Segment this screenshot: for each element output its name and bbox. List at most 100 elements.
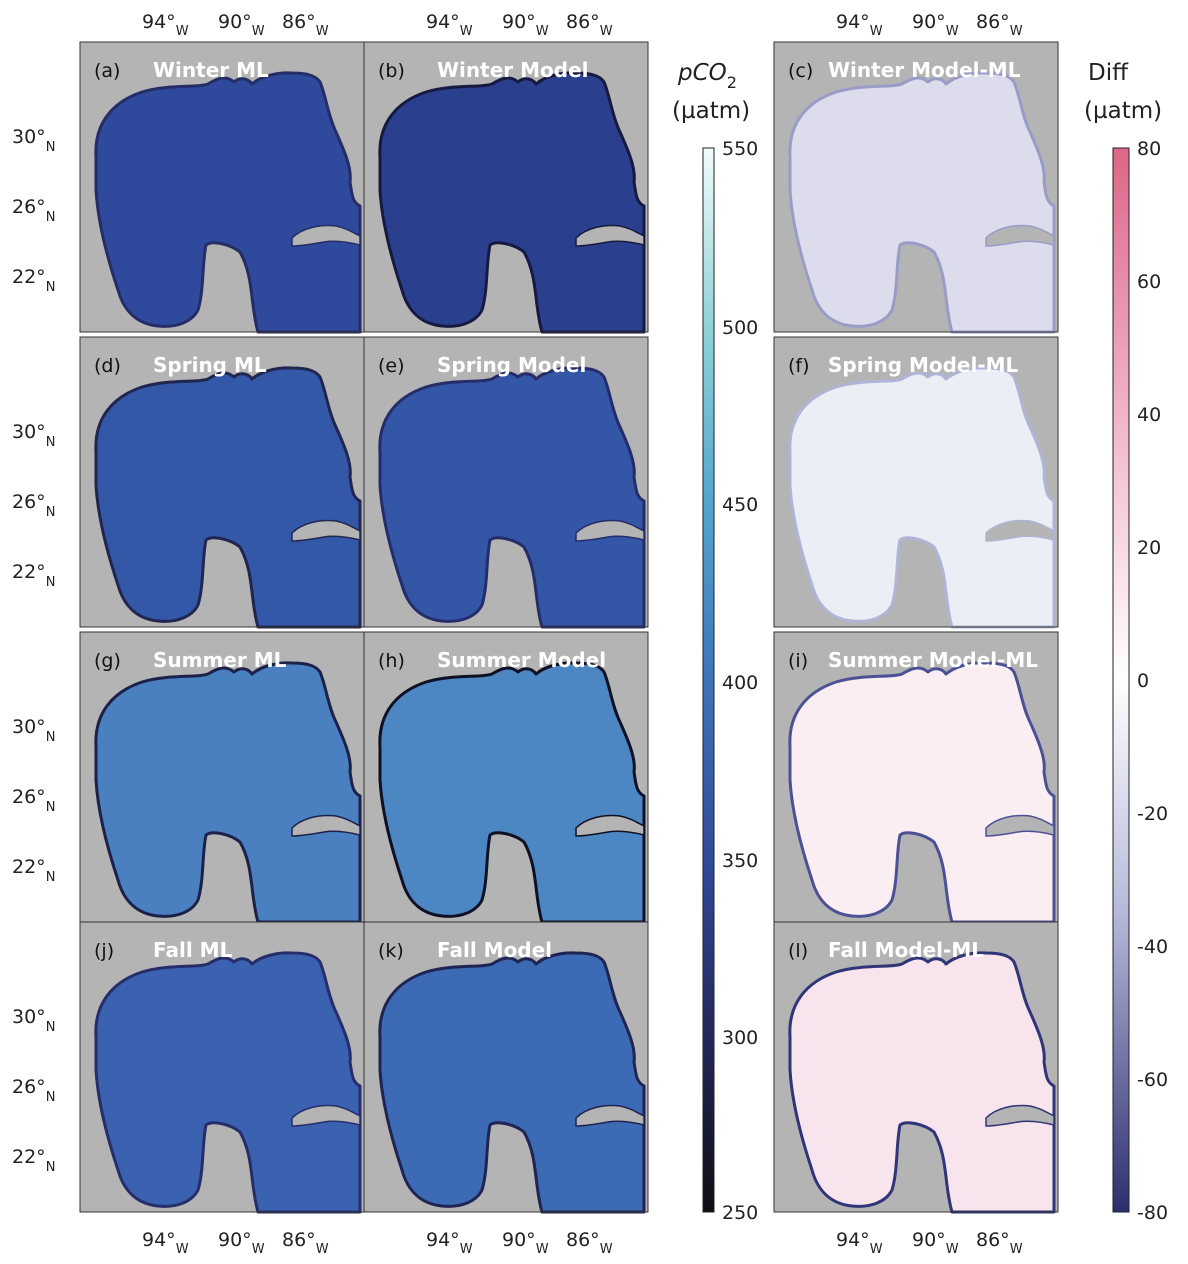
panel-frame: [773, 921, 1059, 1213]
cb-diff-tick-label: -80: [1137, 1202, 1168, 1224]
lat-tick-label: 26°N: [12, 491, 55, 520]
ocean-field: [94, 366, 362, 629]
cb-pco2-tick-label: 300: [722, 1027, 758, 1049]
lon-tick-label: 90°W: [912, 1229, 959, 1257]
panel-tag: (f): [788, 355, 810, 377]
panel-title: Fall ML: [153, 938, 233, 962]
cuba-landmass: [985, 224, 1055, 247]
lon-tick-label: 90°W: [502, 1229, 549, 1257]
map-panel: (g) Summer ML: [79, 631, 365, 924]
ocean-field: [378, 366, 646, 629]
map-panel: (e) Spring Model: [363, 336, 649, 629]
cb-diff-title: Diff: [1088, 60, 1129, 86]
cb-diff-tick-label: 60: [1137, 271, 1161, 293]
cb-pco2-tick-label: 450: [722, 494, 758, 516]
lon-tick-label: 94°W: [836, 1229, 883, 1257]
panel-tag: (l): [788, 940, 808, 962]
cb-diff-tick-label: -40: [1137, 936, 1168, 958]
lat-tick-label: 30°N: [12, 421, 55, 450]
lat-tick-label: 26°N: [12, 196, 55, 225]
map-panel: (k) Fall Model: [363, 921, 649, 1214]
lon-tick-label: 94°W: [426, 11, 473, 39]
map-panel: (b) Winter Model: [363, 41, 649, 334]
lat-tick-label: 26°N: [12, 786, 55, 815]
cb-pco2-tick-label: 400: [722, 672, 758, 694]
cb-diff-tick-label: -20: [1137, 803, 1168, 825]
cuba-landmass: [291, 1104, 361, 1127]
lon-tick-label: 90°W: [218, 11, 265, 39]
cuba-landmass: [291, 224, 361, 247]
ocean-field: [94, 661, 362, 924]
panel-title: Summer Model: [437, 648, 606, 672]
panel-title: Summer Model-ML: [828, 648, 1038, 672]
colorbar-pco2: pCO2 (µatm) 550 500 450 400 350 300 250: [672, 60, 758, 1224]
map-panel: (h) Summer Model: [363, 631, 649, 924]
cb-pco2-tick-label: 500: [722, 317, 758, 339]
cb-pco2-tick-label: 250: [722, 1202, 758, 1224]
panel-tag: (h): [378, 650, 405, 672]
map-panel: (a) Winter ML: [79, 41, 365, 334]
panel-title: Fall Model: [437, 938, 552, 962]
panel-tag: (k): [378, 940, 404, 962]
cb-diff-tick-label: 20: [1137, 537, 1161, 559]
map-panel: (l) Fall Model-ML: [773, 921, 1059, 1214]
panel-tag: (d): [94, 355, 121, 377]
lon-tick-label: 94°W: [836, 11, 883, 39]
cuba-landmass: [575, 519, 645, 542]
panel-frame: [363, 921, 649, 1213]
ocean-field: [788, 71, 1056, 334]
panel-title: Spring ML: [153, 353, 267, 377]
cb-pco2-tick-label: 350: [722, 850, 758, 872]
lon-tick-label: 86°W: [976, 1229, 1023, 1257]
ocean-field: [94, 951, 362, 1214]
cuba-landmass: [291, 814, 361, 837]
map-panel: (i) Summer Model-ML: [773, 631, 1059, 924]
map-panel: (d) Spring ML: [79, 336, 365, 629]
ocean-field: [788, 951, 1056, 1214]
panel-title: Winter Model: [437, 58, 588, 82]
lat-tick-label: 30°N: [12, 1006, 55, 1035]
panel-tag: (j): [94, 940, 114, 962]
ocean-field: [378, 71, 646, 334]
map-panel: (c) Winter Model-ML: [773, 41, 1059, 334]
cb-pco2-title-sub: 2: [727, 73, 737, 92]
cb-diff-tick-label: 40: [1137, 404, 1161, 426]
cuba-landmass: [291, 519, 361, 542]
map-panels: (a) Winter ML (b) Winter Model (c) Winter Mod…: [79, 41, 1059, 1214]
ocean-field: [378, 661, 646, 924]
cb-diff-unit: (µatm): [1084, 98, 1162, 124]
cb-pco2-unit: (µatm): [672, 98, 750, 124]
lat-tick-label: 22°N: [12, 266, 55, 295]
cb-diff-tick-label: 0: [1137, 670, 1149, 692]
panel-title: Fall Model-ML: [828, 938, 984, 962]
lon-tick-label: 94°W: [426, 1229, 473, 1257]
lon-tick-label: 86°W: [282, 1229, 329, 1257]
lon-tick-label: 90°W: [912, 11, 959, 39]
cuba-landmass: [985, 814, 1055, 837]
cb-pco2-title: pCO2: [677, 60, 737, 92]
ocean-field: [378, 951, 646, 1214]
colorbar-diff: Diff (µatm) 80 60 40 20 0 -20 -40 -60 -80: [1084, 60, 1168, 1224]
lon-tick-label: 90°W: [502, 11, 549, 39]
panel-title: Spring Model: [437, 353, 586, 377]
lat-tick-label: 22°N: [12, 856, 55, 885]
lon-tick-label: 86°W: [976, 11, 1023, 39]
panel-tag: (e): [378, 355, 405, 377]
cuba-landmass: [575, 224, 645, 247]
panel-tag: (c): [788, 60, 813, 82]
panel-title: Winter Model-ML: [828, 58, 1021, 82]
cb-pco2-bar: [702, 147, 715, 1213]
panel-frame: [773, 336, 1059, 628]
map-panel: (f) Spring Model-ML: [773, 336, 1059, 629]
panel-tag: (i): [788, 650, 808, 672]
lon-tick-label: 94°W: [142, 1229, 189, 1257]
panel-tag: (g): [94, 650, 121, 672]
cb-pco2-tick-label: 550: [722, 138, 758, 160]
ocean-field: [788, 661, 1056, 924]
map-panel: (j) Fall ML: [79, 921, 365, 1214]
cuba-landmass: [985, 1104, 1055, 1127]
lat-tick-label: 22°N: [12, 561, 55, 590]
panel-frame: [363, 41, 649, 333]
lat-tick-label: 22°N: [12, 1146, 55, 1175]
